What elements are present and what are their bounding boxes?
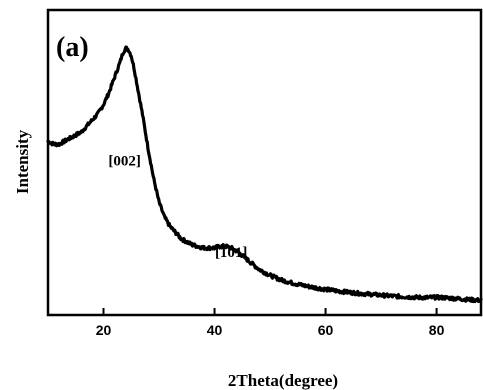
x-tick-label: 20: [96, 322, 112, 338]
y-axis-title: Intensity: [13, 129, 32, 194]
plot-frame: [46, 8, 483, 317]
panel-label: (a): [56, 32, 89, 63]
series-group: [46, 45, 483, 304]
x-tick-label: 80: [429, 322, 445, 338]
series-line-0: [46, 45, 483, 304]
x-tick-label: 60: [318, 322, 334, 338]
peak-label-002: [002]: [108, 154, 141, 170]
x-tick-label: 40: [207, 322, 223, 338]
peak-label-101: [101]: [215, 245, 248, 261]
x-axis-title: 2Theta(degree): [228, 371, 338, 390]
x-axis-ticks: 20 40 60 80: [96, 308, 445, 338]
